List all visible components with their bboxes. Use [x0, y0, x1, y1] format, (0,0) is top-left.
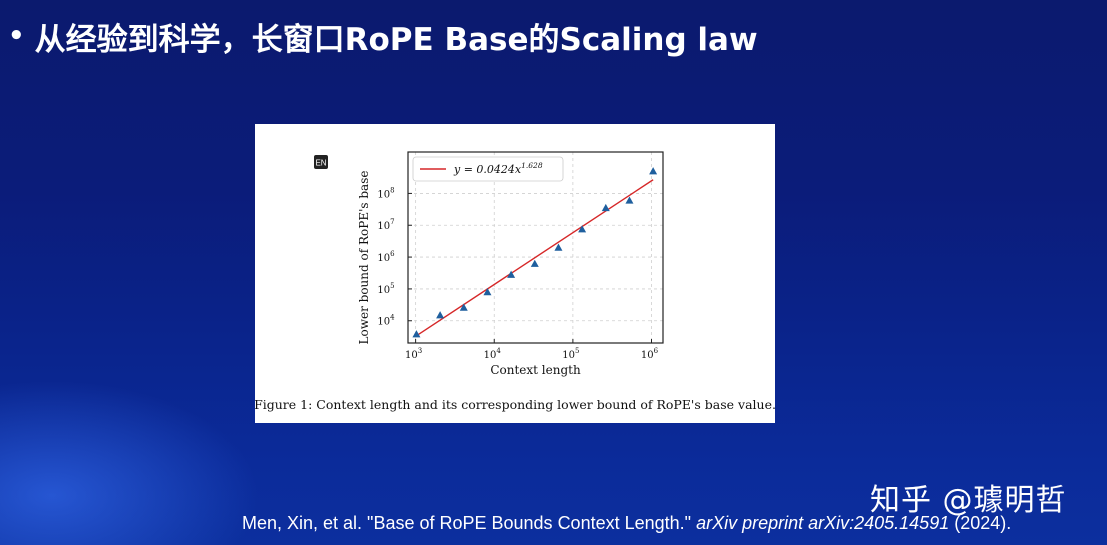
- data-point: [601, 203, 610, 212]
- citation: Men, Xin, et al. "Base of RoPE Bounds Co…: [242, 513, 1011, 534]
- legend-box: [412, 156, 564, 182]
- data-point: [625, 196, 634, 204]
- plot-frame: [407, 151, 664, 344]
- legend: y = 0.0424x1.628: [412, 156, 564, 182]
- data-point: [436, 311, 445, 319]
- citation-year: (2024).: [954, 513, 1012, 533]
- watermark: 知乎 @璩明哲: [870, 483, 1067, 518]
- citation-authors: Men, Xin, et al. "Base of RoPE Bounds Co…: [242, 513, 692, 533]
- data-point: [530, 259, 539, 267]
- fit-line: [415, 179, 654, 337]
- en-badge: EN: [314, 155, 328, 169]
- data-point: [412, 330, 421, 338]
- figure-caption: Figure 1: Context length and its corresp…: [255, 397, 775, 412]
- en-badge-label: EN: [315, 159, 326, 168]
- background-glow: [0, 380, 260, 545]
- legend-label: y = 0.0424x1.628: [453, 161, 543, 176]
- citation-journal: arXiv preprint arXiv:2405.14591: [696, 513, 950, 533]
- data-point: [483, 288, 492, 296]
- fit-line-group: [415, 179, 654, 337]
- x-axis-label: Context length: [490, 363, 581, 377]
- data-point: [578, 225, 587, 233]
- data-point: [507, 270, 516, 278]
- figure-panel: EN 103 104 105 106 104 105 106 107 108 y = 0.042…: [255, 124, 775, 423]
- data-point: [649, 167, 658, 175]
- y-axis-label: Lower bound of RoPE's base: [357, 171, 371, 345]
- title-bullet: •: [8, 21, 25, 51]
- slide-title: • 从经验到科学，长窗口RoPE Base的Scaling law: [8, 14, 758, 58]
- data-point: [459, 303, 468, 311]
- title-text: 从经验到科学，长窗口RoPE Base的Scaling law: [34, 21, 758, 58]
- data-point: [554, 243, 563, 251]
- data-points: [412, 167, 658, 338]
